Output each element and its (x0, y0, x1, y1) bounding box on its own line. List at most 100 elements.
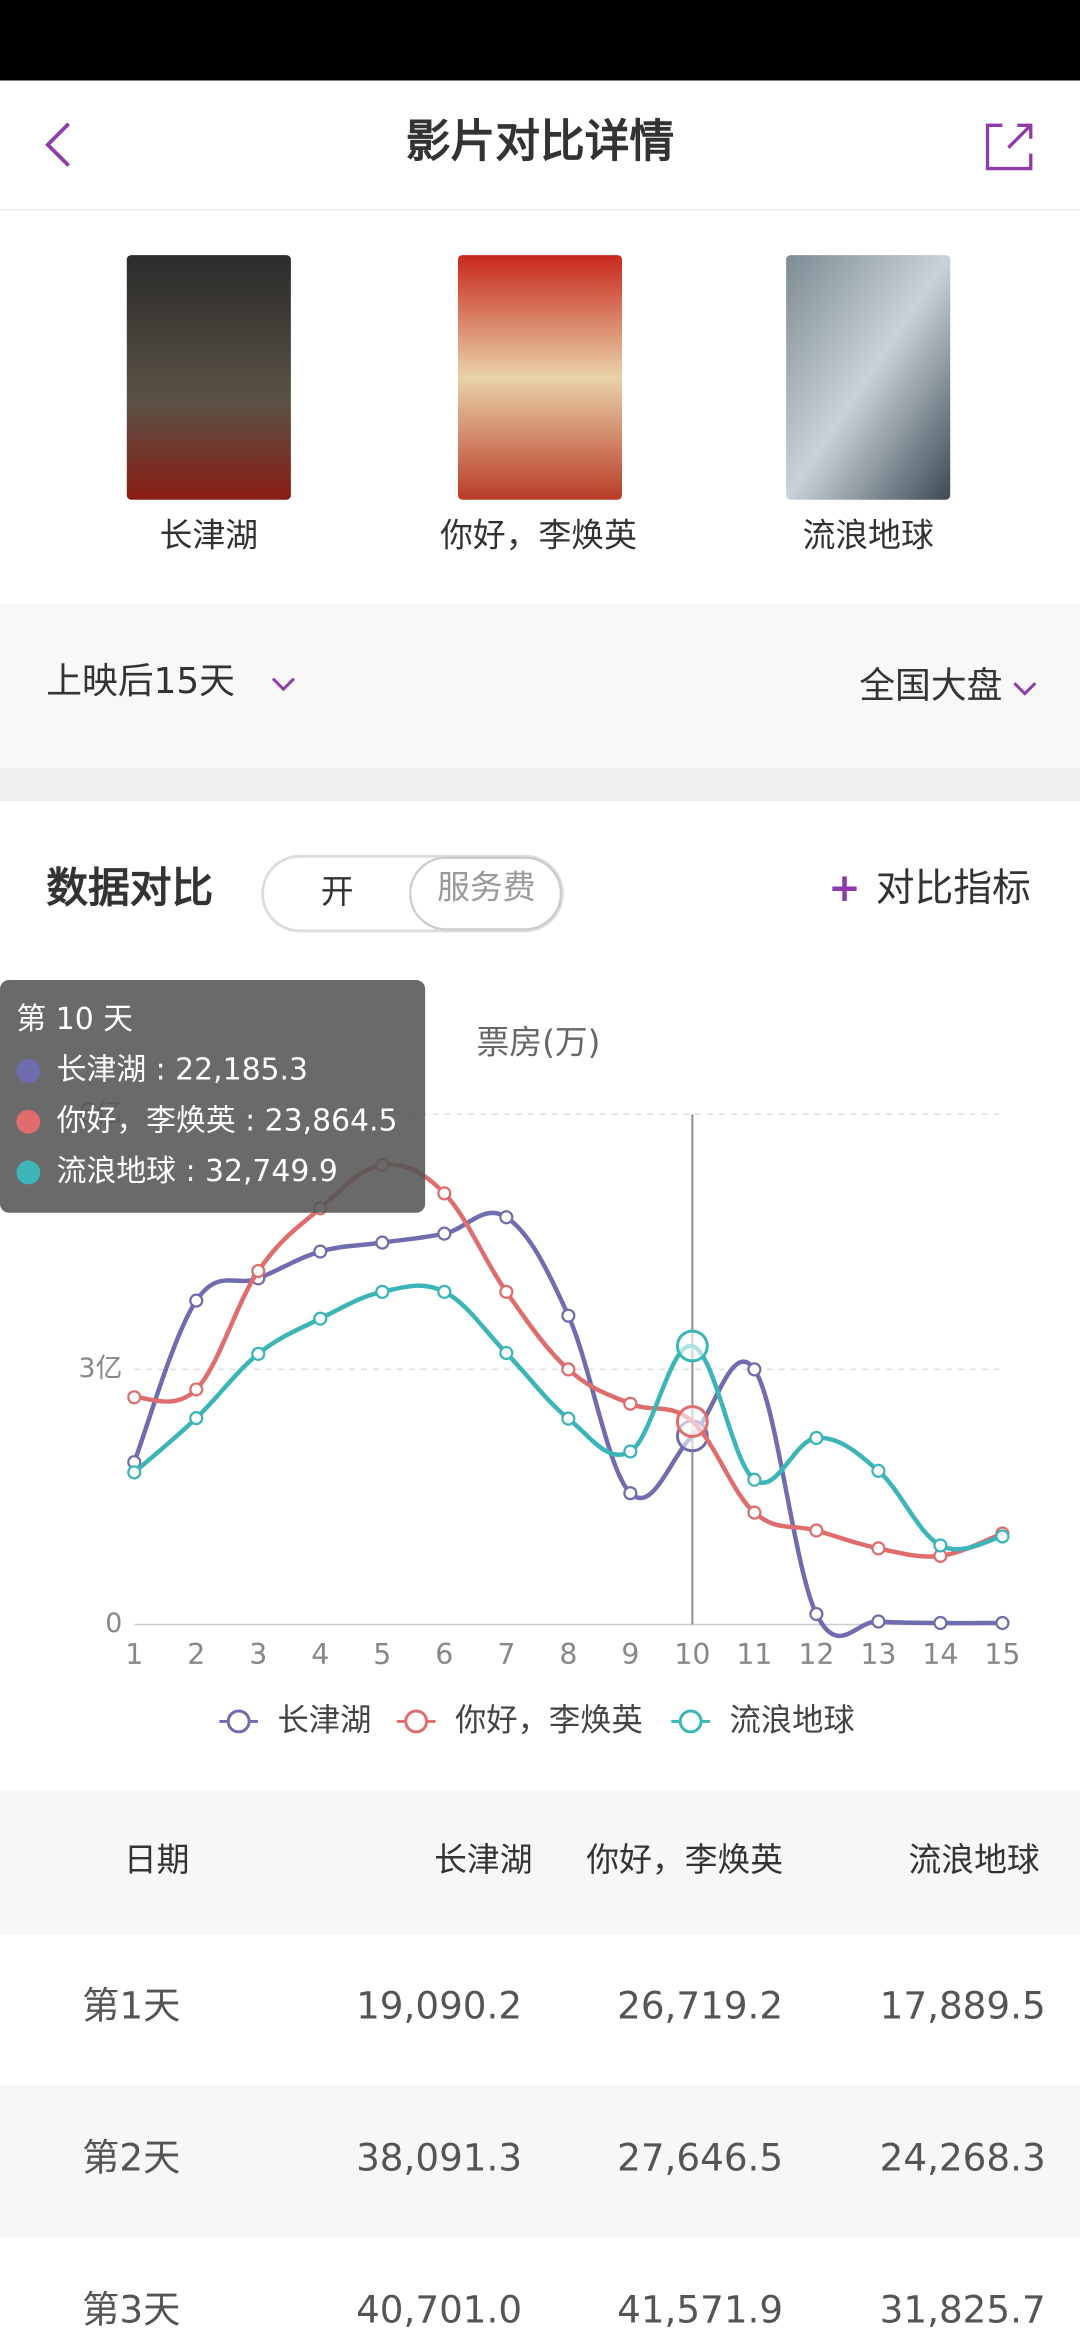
poster[interactable] (786, 255, 951, 500)
x-tick-label: 1 (125, 1638, 143, 1671)
table-header-cell: 流浪地球 (908, 1841, 1039, 1879)
data-point (375, 1284, 390, 1299)
table-cell: 第3天 (82, 2288, 180, 2332)
movie-name: 流浪地球 (803, 517, 934, 555)
tooltip-swatch (16, 1109, 41, 1134)
data-point (437, 1186, 452, 1201)
series-line (132, 1210, 1003, 1639)
data-point (747, 1505, 762, 1520)
table-cell: 第2天 (82, 2135, 180, 2179)
period-filter[interactable]: 上映后15天 (46, 661, 235, 702)
x-tick-label: 8 (559, 1638, 577, 1671)
data-point (375, 1235, 390, 1250)
data-point (499, 1345, 514, 1361)
x-tick-label: 15 (984, 1638, 1020, 1671)
data-point (437, 1226, 452, 1241)
tooltip-swatch (16, 1059, 41, 1083)
movie-name: 你好，李焕英 (440, 517, 637, 555)
x-tick-label: 7 (497, 1638, 515, 1671)
table-cell: 26,719.2 (617, 1983, 783, 2027)
compare-button[interactable]: 对比指标 (876, 866, 1031, 911)
data-point (871, 1463, 886, 1478)
data-point (675, 1329, 709, 1363)
compare-plus[interactable]: + (828, 866, 860, 911)
table-header-cell: 长津湖 (434, 1841, 532, 1879)
series-line (132, 1283, 1003, 1552)
table-cell: 17,889.5 (880, 1983, 1046, 2027)
table-cell: 19,090.2 (356, 1983, 522, 2027)
legend-marker (404, 1709, 429, 1734)
data-point (809, 1430, 824, 1446)
data-point (871, 1541, 886, 1556)
tooltip-bg (0, 980, 426, 1213)
x-tick-label: 10 (674, 1638, 710, 1671)
chevron (271, 677, 295, 692)
region-filter[interactable]: 全国大盘 (859, 666, 1002, 707)
chart: 票房(万)03亿6亿123456789101112131415长津湖你好，李焕英… (78, 1024, 1020, 1739)
y-tick-label: 3亿 (78, 1353, 122, 1384)
x-tick-label: 9 (621, 1638, 639, 1671)
back-button[interactable] (45, 122, 70, 167)
legend-label: 流浪地球 (729, 1702, 854, 1738)
data-point (809, 1606, 824, 1622)
data-point (871, 1614, 886, 1629)
data-point (623, 1486, 638, 1501)
chart-title: 票房(万) (477, 1024, 601, 1062)
data-point (561, 1308, 576, 1323)
data-point (251, 1346, 266, 1361)
data-point (561, 1362, 576, 1377)
data-point (189, 1411, 204, 1426)
table-header (0, 1790, 1080, 1935)
data-point (127, 1390, 142, 1405)
toggle-knob (409, 856, 563, 931)
section-title: 数据对比 (46, 863, 213, 912)
table-cell: 24,268.3 (880, 2135, 1046, 2179)
table-cell: 31,825.7 (880, 2288, 1046, 2332)
poster[interactable] (457, 255, 623, 500)
table-header-cell: 你好，李焕英 (586, 1841, 783, 1879)
data-point (995, 1529, 1010, 1544)
tooltip-title: 第 10 天 (16, 1002, 133, 1037)
filter-bar (0, 604, 1080, 769)
poster[interactable] (126, 255, 291, 500)
x-tick-label: 3 (249, 1638, 267, 1671)
data-point (561, 1411, 576, 1426)
data-point (127, 1465, 142, 1480)
page-title: 影片对比详情 (406, 115, 675, 168)
data-point (499, 1210, 514, 1225)
toggle-off: 服务费 (437, 869, 535, 907)
table-cell: 27,646.5 (617, 2135, 783, 2179)
table-cell: 第1天 (82, 1983, 180, 2027)
data-point (623, 1444, 638, 1459)
data-point (251, 1263, 266, 1279)
data-point (675, 1405, 709, 1438)
legend-label: 你好，李焕英 (455, 1702, 643, 1738)
data-point (437, 1284, 452, 1299)
data-point (623, 1396, 638, 1411)
gap (0, 768, 1080, 802)
x-tick-label: 2 (187, 1638, 205, 1671)
table-cell: 38,091.3 (356, 2135, 522, 2179)
legend-label: 长津湖 (277, 1702, 371, 1738)
x-tick-label: 13 (860, 1638, 896, 1671)
share-button[interactable] (985, 123, 1033, 171)
legend-marker (226, 1709, 251, 1734)
data-point (933, 1615, 948, 1631)
table-header-cell: 日期 (124, 1841, 190, 1879)
x-tick-label: 6 (435, 1638, 453, 1671)
x-tick-label: 5 (373, 1638, 391, 1671)
tooltip-item: 长津湖 : 22,185.3 (57, 1053, 308, 1088)
movie-name: 长津湖 (160, 517, 258, 555)
x-tick-label: 14 (922, 1638, 958, 1671)
x-tick-label: 4 (311, 1638, 329, 1671)
table-cell: 41,571.9 (617, 2288, 783, 2332)
data-point (313, 1244, 328, 1259)
header (0, 80, 1080, 209)
table-cell: 40,701.0 (356, 2288, 522, 2332)
toggle-on: 开 (321, 873, 354, 911)
data-point (189, 1293, 204, 1308)
data-point (933, 1538, 948, 1553)
